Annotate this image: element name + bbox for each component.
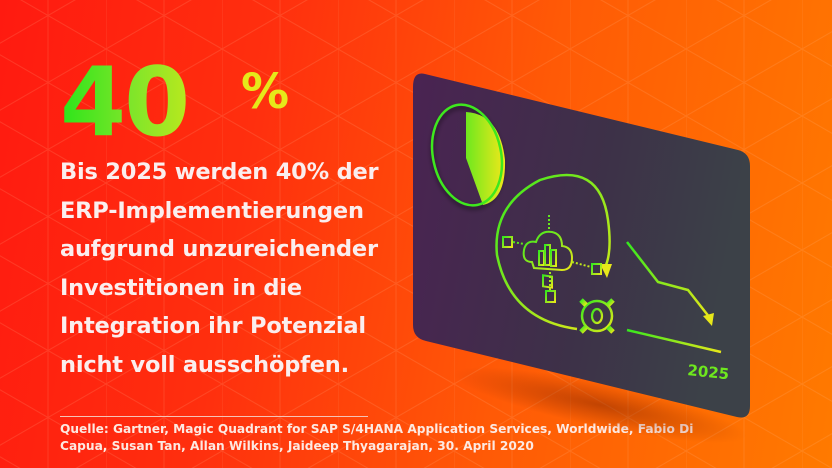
headline-number: 40: [60, 48, 190, 158]
statement-line: ERP-Implementierungen: [60, 197, 364, 224]
network-nodes-icon: [502, 215, 602, 303]
statement-line: nicht voll ausschöpfen.: [60, 351, 349, 378]
statement-line: Bis 2025 werden 40% der: [60, 159, 379, 185]
statement-line: Integration ihr Potenzial: [60, 313, 366, 340]
statement-line: Investitionen in die: [60, 274, 302, 301]
headline-percent-sign: %: [241, 64, 290, 120]
statement-line: aufgrund unzureichender: [60, 236, 378, 263]
source-line: Capua, Susan Tan, Allan Wilkins, Jaideep…: [60, 439, 534, 453]
pie-chart-icon: [430, 103, 506, 211]
cycle-arrow-icon: [495, 173, 612, 331]
cloud-chart-icon: [522, 230, 574, 272]
statement-text: Bis 2025 werden 40% der ERP-Implementier…: [60, 153, 420, 385]
year-label: 2025: [687, 361, 730, 383]
timeline-bar-icon: [626, 328, 722, 354]
source-citation: Quelle: Gartner, Magic Quadrant for SAP …: [60, 421, 760, 455]
source-line: Quelle: Gartner, Magic Quadrant for SAP …: [60, 422, 694, 436]
source-divider: [60, 416, 368, 417]
gear-icon: [575, 294, 619, 338]
declining-trend-arrow-icon: [626, 241, 714, 326]
card-shadow: [453, 367, 747, 443]
